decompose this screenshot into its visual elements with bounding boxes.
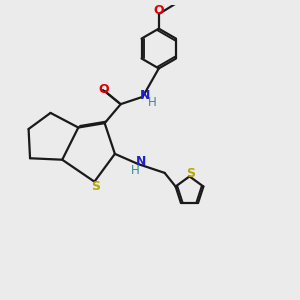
Text: S: S [187, 167, 196, 180]
Text: O: O [98, 83, 109, 96]
Text: N: N [140, 89, 150, 102]
Text: S: S [92, 179, 100, 193]
Text: H: H [130, 164, 139, 177]
Text: O: O [154, 4, 164, 17]
Text: N: N [136, 155, 146, 168]
Text: H: H [148, 96, 156, 109]
